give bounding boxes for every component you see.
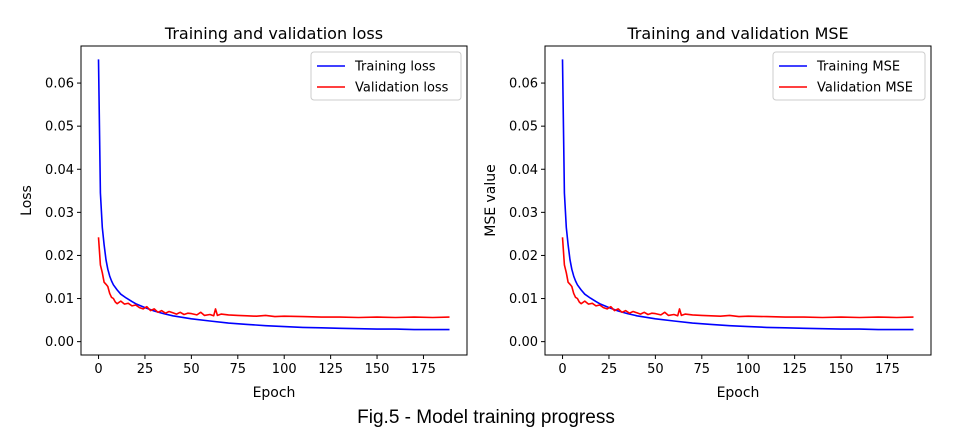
legend-label: Validation MSE [817, 81, 913, 96]
x-tick-label: 25 [601, 362, 618, 377]
y-tick-label: 0.02 [509, 249, 538, 264]
legend: Training loss Validation loss [310, 51, 462, 101]
legend: Training MSE Validation MSE [772, 51, 926, 101]
series-line-validation-mse [561, 237, 914, 319]
y-tick-label: 0.04 [45, 163, 74, 178]
y-tick-label: 0.01 [509, 292, 538, 307]
y-tick-label: 0.05 [45, 120, 74, 135]
chart-title: Training and validation loss [164, 24, 383, 43]
series-line-validation-loss [97, 237, 450, 319]
figure-caption: Fig.5 - Model training progress [357, 407, 615, 428]
series-line-training-mse [561, 59, 914, 331]
chart-panel-1: Training and validation loss 0 25 50 75 100 12… [19, 24, 468, 401]
series-line-training-loss [97, 59, 450, 331]
chart-panel-2: Training and validation MSE 0 25 50 75 100 125… [483, 24, 932, 401]
x-tick-label: 175 [411, 362, 436, 377]
x-tick-label: 175 [875, 362, 900, 377]
x-tick-label: 50 [647, 362, 664, 377]
legend-label: Training loss [354, 60, 436, 75]
y-axis-label: MSE value [483, 164, 499, 237]
legend-box [772, 51, 926, 101]
x-tick-label: 75 [694, 362, 711, 377]
y-tick-label: 0.01 [45, 292, 74, 307]
y-tick-label: 0.00 [509, 335, 538, 350]
y-tick-label: 0.05 [509, 120, 538, 135]
x-tick-label: 0 [94, 362, 102, 377]
x-axis-label: Epoch [253, 385, 296, 401]
legend-label: Validation loss [355, 81, 449, 96]
x-tick-label: 125 [318, 362, 343, 377]
axes-frame [80, 45, 468, 356]
legend-box [310, 51, 462, 101]
y-tick-label: 0.04 [509, 163, 538, 178]
y-tick-label: 0.03 [509, 206, 538, 221]
y-tick-label: 0.06 [509, 77, 538, 92]
x-tick-label: 100 [272, 362, 297, 377]
y-tick-label: 0.02 [45, 249, 74, 264]
y-tick-label: 0.06 [45, 77, 74, 92]
figure: Training and validation loss 0 25 50 75 100 12… [19, 24, 932, 401]
x-tick-label: 150 [365, 362, 390, 377]
x-tick-label: 125 [782, 362, 807, 377]
x-tick-label: 0 [558, 362, 566, 377]
legend-label: Training MSE [816, 60, 900, 75]
x-tick-label: 25 [137, 362, 154, 377]
axes-frame [544, 45, 932, 356]
x-axis-label: Epoch [717, 385, 760, 401]
x-tick-label: 50 [183, 362, 200, 377]
x-tick-label: 75 [230, 362, 247, 377]
y-axis-label: Loss [19, 185, 35, 216]
chart-title: Training and validation MSE [626, 24, 848, 43]
x-tick-label: 150 [829, 362, 854, 377]
x-tick-label: 100 [736, 362, 761, 377]
y-tick-label: 0.00 [45, 335, 74, 350]
y-tick-label: 0.03 [45, 206, 74, 221]
